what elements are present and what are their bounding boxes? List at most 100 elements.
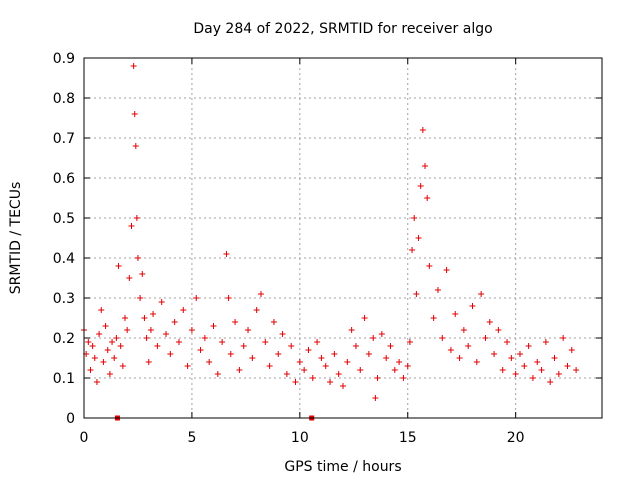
data-point: [378, 331, 385, 337]
data-point: [564, 363, 571, 369]
data-point: [270, 319, 277, 325]
data-point: [417, 183, 424, 189]
data-point: [98, 307, 105, 313]
x-tick-label: 0: [80, 430, 89, 446]
data-point: [508, 355, 515, 361]
data-point: [573, 367, 580, 373]
data-point: [391, 367, 398, 373]
data-point: [344, 359, 351, 365]
data-point: [542, 339, 549, 345]
grid-lines: [84, 58, 602, 418]
data-point: [188, 327, 195, 333]
data-point: [197, 347, 204, 353]
data-point: [253, 307, 260, 313]
data-point: [322, 363, 329, 369]
data-point: [340, 383, 346, 389]
data-point: [482, 335, 489, 341]
data-point: [491, 351, 498, 357]
data-point: [422, 163, 429, 169]
data-point: [87, 367, 94, 373]
x-axis-label: GPS time / hours: [284, 459, 401, 475]
data-point: [131, 111, 138, 117]
data-point: [499, 367, 506, 373]
data-point: [504, 339, 511, 345]
data-point: [85, 339, 92, 345]
data-point: [163, 331, 170, 337]
data-point: [413, 291, 420, 297]
data-point: [452, 311, 459, 317]
data-point: [115, 263, 122, 269]
data-point: [180, 307, 187, 313]
data-point: [525, 343, 532, 349]
data-point: [96, 331, 103, 337]
y-tick-label: 0.4: [53, 251, 75, 267]
data-point: [551, 355, 558, 361]
data-point: [257, 291, 264, 297]
data-point: [283, 371, 290, 377]
data-point: [145, 359, 152, 365]
data-point: [555, 371, 562, 377]
data-point: [365, 351, 372, 357]
data-point: [411, 215, 418, 221]
data-point: [443, 267, 450, 273]
data-point: [143, 335, 150, 341]
data-point: [119, 363, 126, 369]
data-point: [469, 303, 476, 309]
data-point: [106, 371, 113, 377]
x-tick-label: 5: [187, 430, 196, 446]
x-tick-label: 20: [507, 430, 525, 446]
data-point: [249, 355, 256, 361]
data-point: [102, 323, 109, 329]
data-point: [439, 335, 446, 341]
data-point: [201, 335, 208, 341]
data-point: [117, 343, 124, 349]
data-points: [81, 63, 580, 401]
data-point: [370, 335, 377, 341]
data-point: [167, 351, 174, 357]
data-point: [400, 375, 407, 381]
data-point: [327, 379, 334, 385]
data-point: [404, 363, 411, 369]
data-point: [137, 295, 144, 301]
data-point: [478, 291, 485, 297]
data-point: [547, 379, 554, 385]
data-point: [100, 359, 107, 365]
data-point: [130, 63, 137, 69]
data-point: [352, 343, 359, 349]
x-tick-label: 10: [291, 430, 309, 446]
data-point: [262, 339, 269, 345]
axis-ticks: 0 0.1 0.2 0.3 0.4 0.5 0.6 0.7 0.8 0.9 0 5 10 15 20: [53, 51, 602, 446]
data-point: [396, 359, 403, 365]
data-point: [426, 263, 433, 269]
data-point: [214, 371, 221, 377]
data-point: [357, 367, 364, 373]
plot-frame: [83, 57, 603, 419]
data-point: [512, 371, 519, 377]
data-point: [225, 295, 232, 301]
y-tick-label: 0.6: [53, 171, 75, 187]
chart-title: Day 284 of 2022, SRMTID for receiver alg…: [193, 21, 492, 37]
data-point: [314, 339, 321, 345]
data-point: [361, 315, 368, 321]
data-point: [430, 315, 437, 321]
y-tick-label: 0.5: [53, 211, 75, 227]
y-tick-label: 0: [66, 411, 75, 427]
y-tick-label: 0.8: [53, 91, 75, 107]
data-point: [147, 327, 154, 333]
data-point: [124, 327, 131, 333]
data-point: [331, 351, 338, 357]
data-point: [406, 339, 413, 345]
data-point: [150, 311, 157, 317]
data-point: [219, 339, 226, 345]
data-point: [240, 343, 247, 349]
data-point: [305, 347, 312, 353]
y-axis-label: SRMTID / TECUs: [8, 182, 24, 295]
data-point: [89, 343, 96, 349]
data-point: [275, 351, 282, 357]
data-point: [495, 327, 502, 333]
data-point: [104, 347, 111, 353]
data-point: [288, 343, 295, 349]
data-point: [473, 359, 480, 365]
data-point: [126, 275, 133, 281]
data-point: [113, 335, 120, 341]
